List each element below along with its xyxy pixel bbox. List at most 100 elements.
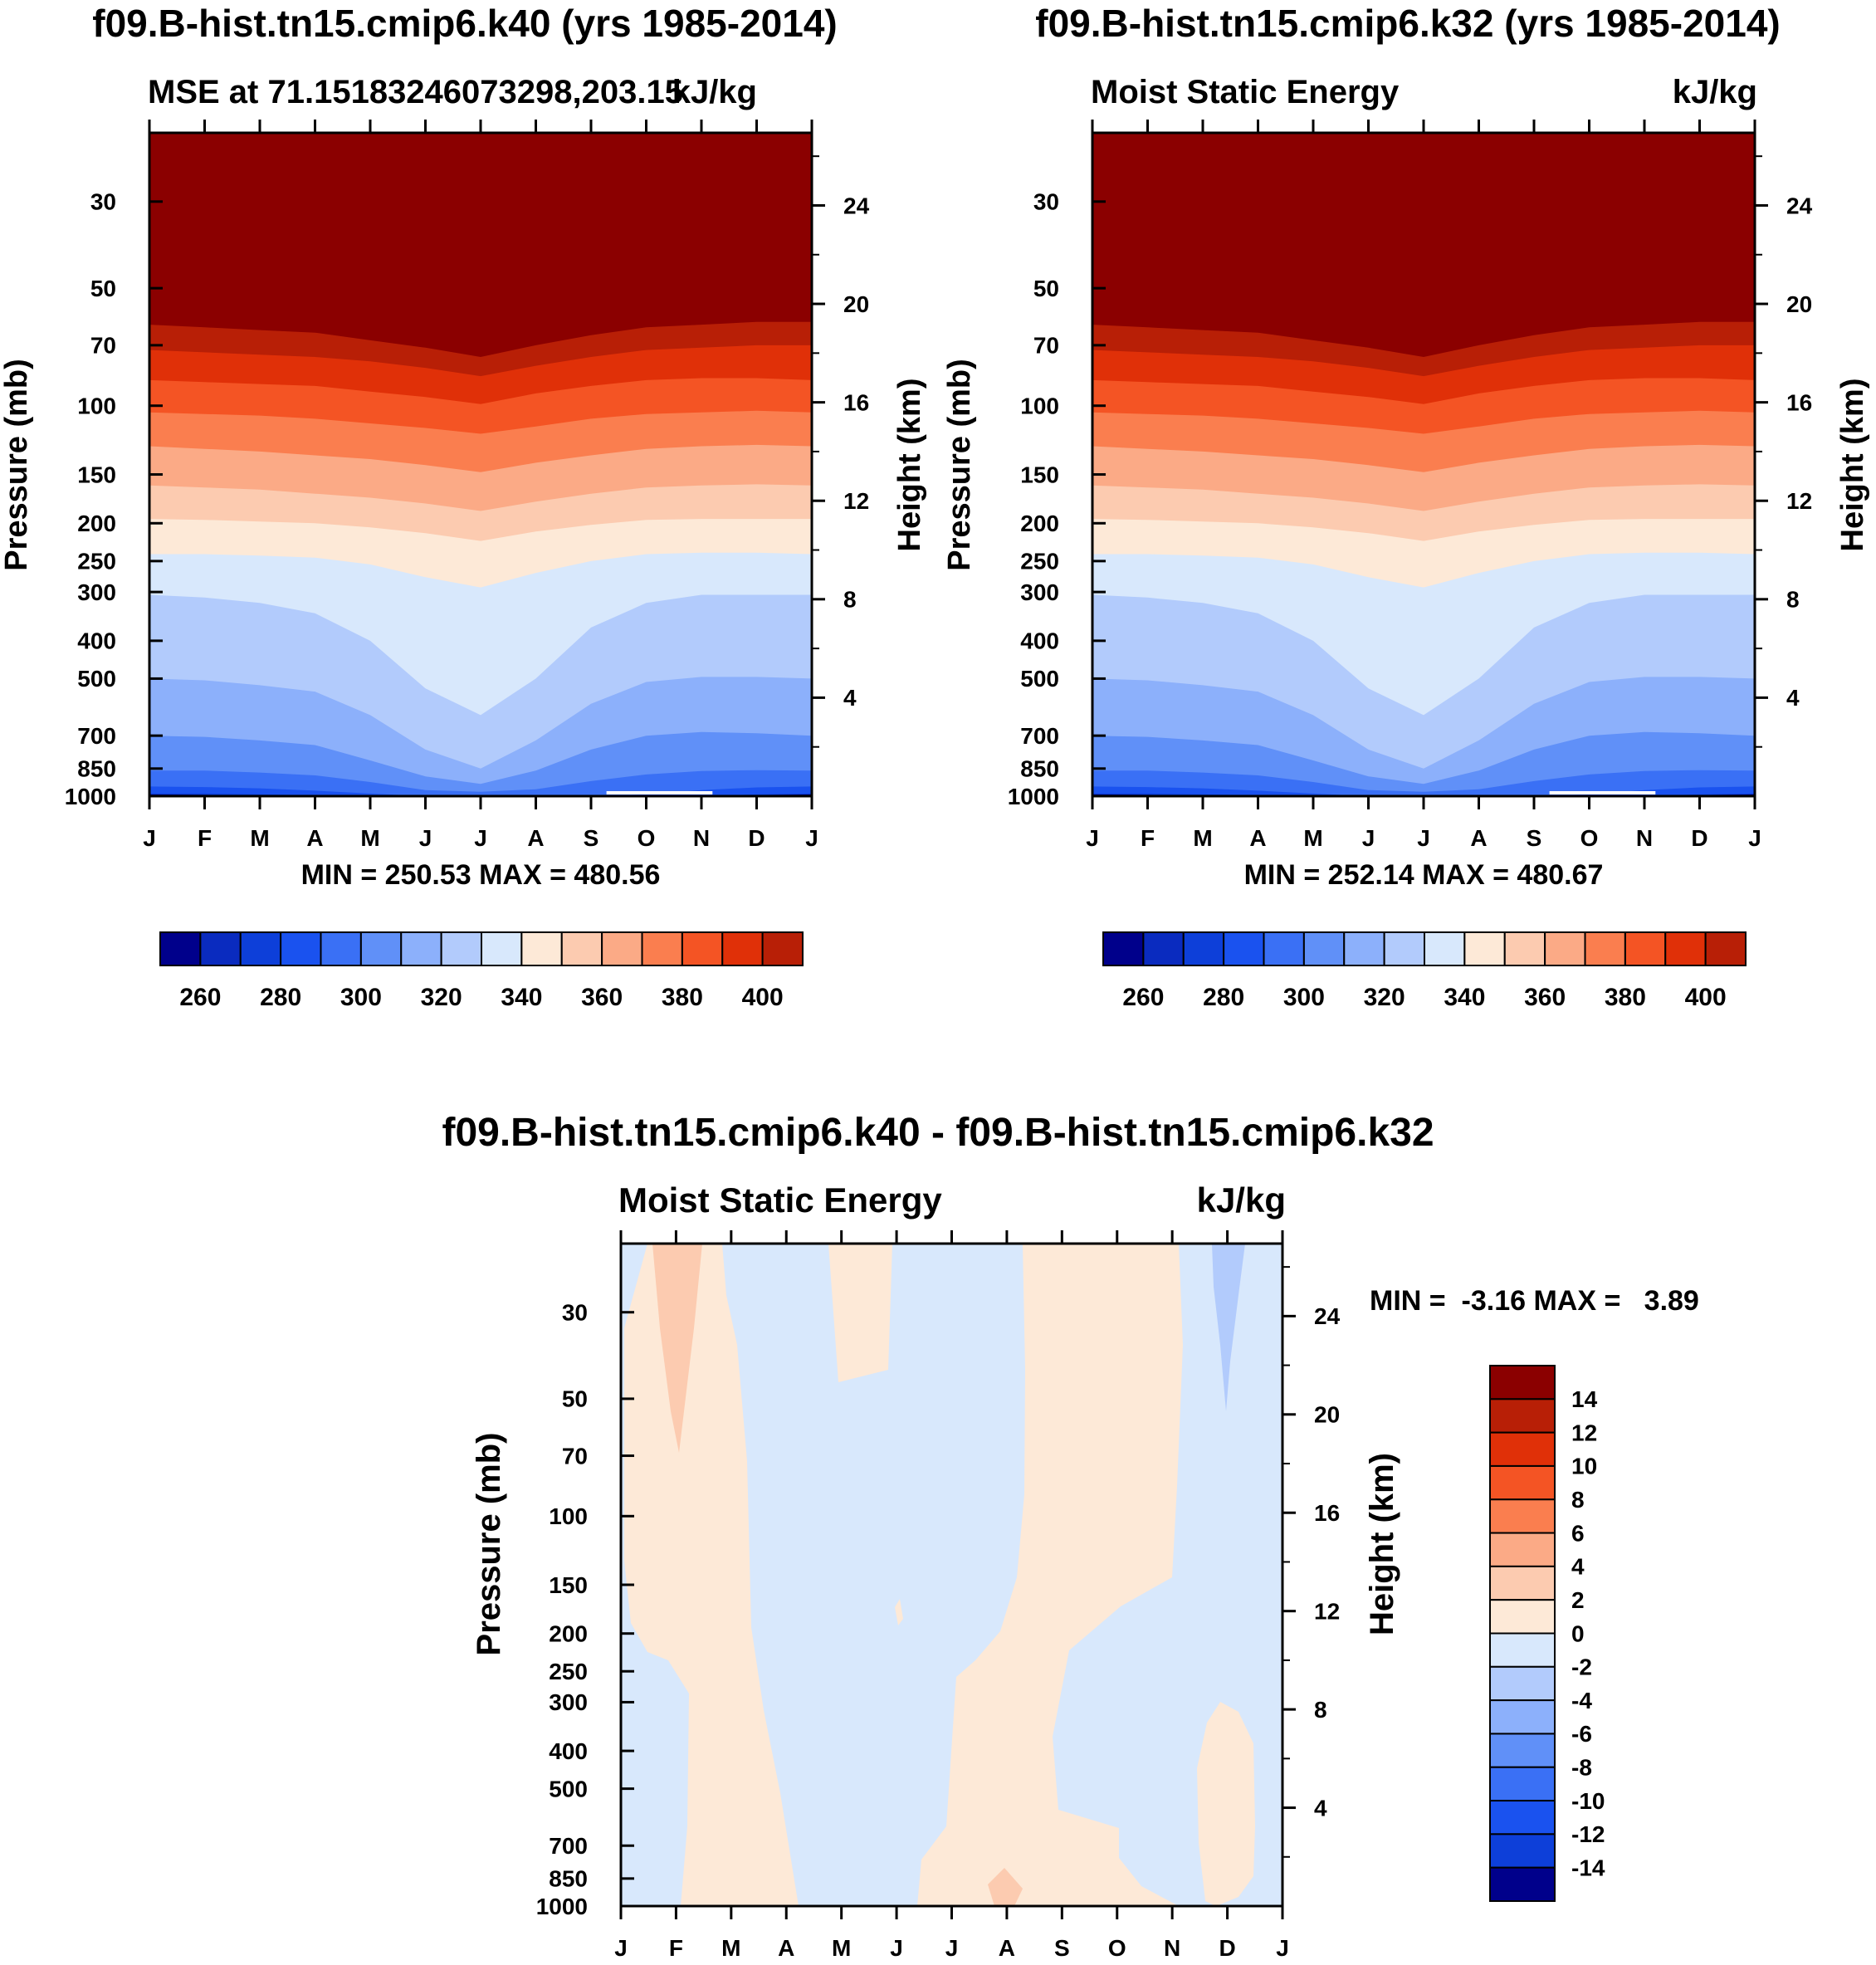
month-tick-label: J xyxy=(1086,825,1099,851)
pressure-tick-label: 250 xyxy=(1020,549,1059,574)
colorbar-label: 6 xyxy=(1571,1520,1585,1546)
colorbar-label: 0 xyxy=(1571,1620,1585,1646)
colorbar-label: -2 xyxy=(1571,1655,1592,1680)
colorbar-label: 2 xyxy=(1571,1587,1585,1613)
height-tick-label: 4 xyxy=(1314,1795,1327,1821)
colorbar-box xyxy=(1489,1532,1556,1567)
colorbar-label: 10 xyxy=(1571,1454,1597,1479)
colorbar-label: 280 xyxy=(260,984,301,1011)
colorbar-box xyxy=(1489,1833,1556,1869)
pressure-tick-label: 50 xyxy=(90,276,116,301)
month-tick-label: F xyxy=(198,825,212,851)
pressure-tick-label: 700 xyxy=(77,723,116,749)
month-tick-label: A xyxy=(999,1935,1015,1961)
colorbar-box xyxy=(1489,1699,1556,1735)
colorbar-box xyxy=(1489,1866,1556,1902)
month-tick-label: D xyxy=(1691,825,1707,851)
pressure-tick-label: 30 xyxy=(90,189,116,215)
panel2-colorbar: 260 280 300 320 340 360 380 400 xyxy=(1102,931,1747,1011)
pressure-tick-label: 50 xyxy=(562,1386,588,1412)
month-tick-label: J xyxy=(1276,1935,1289,1961)
colorbar-label: 300 xyxy=(1283,984,1325,1011)
height-tick-label: 8 xyxy=(843,587,857,613)
pressure-tick-label: 500 xyxy=(77,666,116,692)
height-tick-label: 12 xyxy=(843,488,869,514)
colorbar-box xyxy=(641,931,683,966)
colorbar-box xyxy=(1489,1766,1556,1802)
month-tick-label: N xyxy=(1636,825,1653,851)
pressure-tick-label: 30 xyxy=(1033,189,1059,215)
colorbar-label: 260 xyxy=(179,984,221,1011)
colorbar-box xyxy=(1624,931,1667,966)
month-tick-label: J xyxy=(143,825,156,851)
panel2-left-string: Moist Static Energy xyxy=(1091,74,1400,110)
colorbar-box xyxy=(239,931,282,966)
colorbar-label: 320 xyxy=(1364,984,1405,1011)
colorbar-box xyxy=(1302,931,1346,966)
colorbar-box xyxy=(1489,1398,1556,1434)
month-tick-label: N xyxy=(1164,1935,1180,1961)
month-tick-label: J xyxy=(945,1935,959,1961)
month-tick-label: J xyxy=(890,1935,903,1961)
pressure-tick-label: 300 xyxy=(77,579,116,605)
month-tick-label: J xyxy=(1748,825,1761,851)
pressure-tick-label: 70 xyxy=(562,1443,588,1469)
colorbar-label: 340 xyxy=(501,984,542,1011)
panel1-units: kJ/kg xyxy=(672,74,757,110)
panel3-title: f09.B-hist.tn15.cmip6.k40 - f09.B-hist.t… xyxy=(442,1111,1434,1155)
month-tick-label: O xyxy=(1580,825,1599,851)
month-tick-label: J xyxy=(805,825,818,851)
pressure-tick-label: 1000 xyxy=(1008,784,1059,809)
pressure-tick-label: 700 xyxy=(549,1833,588,1859)
colorbar-box xyxy=(481,931,523,966)
pressure-tick-label: 200 xyxy=(77,511,116,536)
pressure-tick-label: 150 xyxy=(1020,462,1059,487)
height-tick-label: 20 xyxy=(1314,1402,1340,1428)
pressure-tick-label: 400 xyxy=(1020,628,1059,654)
colorbar-label: 4 xyxy=(1571,1554,1585,1580)
colorbar-label: -6 xyxy=(1571,1721,1592,1747)
month-tick-label: A xyxy=(1470,825,1487,851)
pressure-tick-label: 100 xyxy=(549,1503,588,1529)
month-tick-label: A xyxy=(1249,825,1266,851)
panel-k32: f09.B-hist.tn15.cmip6.k32 (yrs 1985-2014… xyxy=(942,2,1870,1011)
colorbar-box xyxy=(1263,931,1305,966)
colorbar-label: 360 xyxy=(1524,984,1566,1011)
month-tick-label: O xyxy=(1108,1935,1126,1961)
month-tick-label: M xyxy=(832,1935,851,1961)
colorbar-box xyxy=(1544,931,1586,966)
pressure-tick-label: 200 xyxy=(1020,511,1059,536)
colorbar-box xyxy=(1142,931,1185,966)
panel3-ylabel-right: Height (km) xyxy=(1364,1453,1400,1635)
height-tick-label: 24 xyxy=(1786,193,1813,218)
colorbar-label: 8 xyxy=(1571,1487,1585,1513)
colorbar-box xyxy=(761,931,804,966)
panel3-stats: MIN = -3.16 MAX = 3.89 xyxy=(1370,1285,1699,1317)
contour-band xyxy=(149,786,812,796)
height-tick-label: 24 xyxy=(1314,1303,1341,1329)
panel1-ylabel-right: Height (km) xyxy=(892,379,927,552)
pressure-tick-label: 400 xyxy=(549,1738,588,1764)
colorbar-label: 380 xyxy=(1605,984,1646,1011)
colorbar-label: 400 xyxy=(742,984,784,1011)
height-tick-label: 16 xyxy=(1314,1500,1340,1526)
pressure-tick-label: 50 xyxy=(1033,276,1059,301)
pressure-tick-label: 850 xyxy=(1020,756,1059,782)
colorbar-label: 360 xyxy=(581,984,623,1011)
colorbar-box xyxy=(560,931,603,966)
panel3-left-string: Moist Static Energy xyxy=(618,1180,942,1220)
height-tick-label: 20 xyxy=(1786,291,1812,317)
contour-band xyxy=(1092,786,1755,796)
height-tick-label: 8 xyxy=(1786,587,1800,613)
panel2-title: f09.B-hist.tn15.cmip6.k32 (yrs 1985-2014… xyxy=(1035,2,1780,45)
panel-k40: f09.B-hist.tn15.cmip6.k40 (yrs 1985-2014… xyxy=(0,2,927,1011)
pressure-tick-label: 1000 xyxy=(65,784,116,809)
month-tick-label: D xyxy=(748,825,765,851)
pressure-tick-label: 1000 xyxy=(536,1894,588,1919)
height-tick-label: 4 xyxy=(843,685,857,711)
colorbar-box xyxy=(1503,931,1546,966)
colorbar-box xyxy=(1102,931,1145,966)
pressure-tick-label: 400 xyxy=(77,628,116,654)
colorbar-label: 380 xyxy=(662,984,703,1011)
